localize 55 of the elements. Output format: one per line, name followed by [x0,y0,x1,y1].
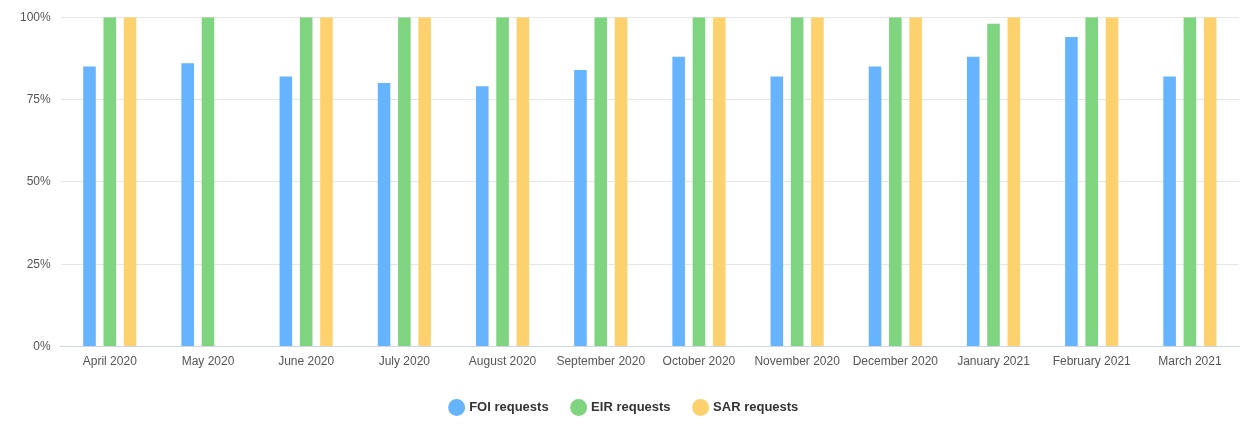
bar [614,17,628,347]
x-tick-label: September 2020 [556,354,646,369]
bar [987,23,1000,347]
bar [279,76,293,347]
bar [1183,17,1197,347]
bar [868,66,882,347]
bar [1203,17,1217,347]
x-tick-label: October 2020 [662,354,736,369]
y-tick-label: 50% [26,174,52,189]
bar [574,69,587,347]
x-tick-label: May 2020 [181,354,235,369]
y-tick-label: 25% [26,256,52,271]
bar [418,17,431,347]
bar [909,17,922,347]
bar [83,66,96,347]
bar [377,83,391,347]
x-tick-label: January 2021 [957,354,1031,369]
bar [1085,17,1098,347]
x-tick-label: February 2021 [1052,354,1132,369]
bar [1163,76,1176,347]
bar [712,17,726,347]
legend-label: EIR requests [591,399,671,415]
bar [790,17,804,347]
bar [966,56,980,347]
y-tick-label: 100% [19,9,52,24]
bar [496,17,509,347]
bar [398,17,411,347]
bar [672,56,685,347]
bar [299,17,313,347]
y-tick-label: 75% [26,91,52,106]
x-tick-label: April 2020 [82,354,138,369]
x-tick-label: March 2021 [1158,354,1222,369]
bar [692,17,706,347]
legend-label: SAR requests [713,399,799,415]
y-tick-label: 0% [33,338,52,353]
x-tick-label: July 2020 [378,354,431,369]
bar [103,17,117,347]
bar [201,17,215,347]
bar [889,17,902,347]
bar [123,17,137,347]
bar [1105,17,1119,347]
legend-label: FOI requests [469,399,549,415]
x-tick-label: June 2020 [278,354,335,369]
bar [181,63,194,347]
bar [1065,36,1078,347]
x-tick-label: December 2020 [852,354,939,369]
bar [1007,17,1021,347]
bar [320,17,333,347]
x-tick-label: August 2020 [468,354,537,369]
bar [594,17,608,347]
x-tick-label: November 2020 [754,354,841,369]
bar [811,17,824,347]
bar [516,17,530,347]
bar [475,86,489,347]
bar [770,76,784,347]
